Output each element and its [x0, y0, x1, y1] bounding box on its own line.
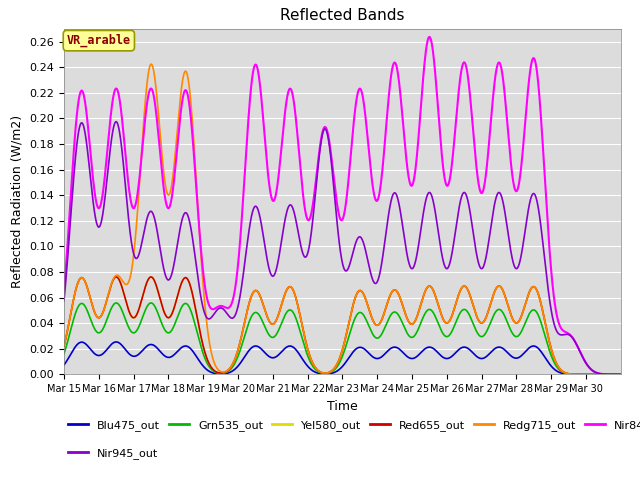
Grn535_out — [463, 308, 471, 314]
Grn535_out — [113, 300, 120, 306]
Blu475_out — [414, 353, 422, 359]
Yel580_out — [414, 311, 422, 317]
Yel580_out — [463, 286, 471, 291]
Line: Yel580_out: Yel580_out — [64, 277, 621, 374]
Grn535_out — [611, 372, 618, 377]
Blu475_out — [617, 372, 625, 377]
Blu475_out — [499, 345, 506, 351]
Nir840_out — [617, 372, 625, 377]
Blu475_out — [113, 339, 120, 345]
Line: Grn535_out: Grn535_out — [64, 303, 621, 374]
Red655_out — [532, 286, 540, 291]
Text: VR_arable: VR_arable — [67, 34, 131, 48]
Nir840_out — [174, 136, 182, 142]
Redg715_out — [60, 343, 68, 349]
Nir840_out — [60, 288, 68, 294]
Blu475_out — [60, 362, 68, 368]
Grn535_out — [414, 327, 422, 333]
Redg715_out — [499, 287, 506, 292]
Red655_out — [611, 372, 618, 377]
Red655_out — [414, 311, 422, 317]
Yel580_out — [499, 287, 506, 292]
Nir945_out — [60, 298, 68, 304]
Redg715_out — [532, 286, 540, 291]
Blu475_out — [174, 348, 182, 353]
Red655_out — [463, 286, 471, 291]
Red655_out — [60, 343, 68, 349]
X-axis label: Time: Time — [327, 400, 358, 413]
Nir840_out — [499, 72, 506, 78]
Redg715_out — [147, 61, 155, 67]
Nir945_out — [499, 197, 506, 203]
Grn535_out — [60, 351, 68, 357]
Blu475_out — [463, 345, 471, 351]
Redg715_out — [174, 118, 182, 124]
Redg715_out — [617, 372, 625, 377]
Grn535_out — [174, 312, 182, 318]
Line: Redg715_out: Redg715_out — [64, 64, 621, 374]
Redg715_out — [611, 372, 618, 377]
Nir945_out — [414, 247, 422, 252]
Yel580_out — [174, 291, 182, 297]
Legend: Nir945_out: Nir945_out — [64, 444, 163, 463]
Line: Red655_out: Red655_out — [64, 277, 621, 374]
Red655_out — [174, 291, 182, 297]
Yel580_out — [532, 286, 540, 291]
Yel580_out — [60, 343, 68, 349]
Nir840_out — [463, 68, 471, 73]
Nir945_out — [112, 119, 120, 125]
Grn535_out — [499, 309, 506, 315]
Y-axis label: Reflected Radiation (W/m2): Reflected Radiation (W/m2) — [11, 115, 24, 288]
Line: Nir840_out: Nir840_out — [64, 37, 621, 374]
Grn535_out — [532, 308, 540, 314]
Yel580_out — [113, 274, 120, 280]
Line: Nir945_out: Nir945_out — [64, 122, 621, 374]
Red655_out — [499, 287, 506, 292]
Nir945_out — [174, 237, 182, 242]
Nir840_out — [414, 144, 422, 150]
Nir945_out — [463, 194, 471, 200]
Nir840_out — [611, 372, 618, 377]
Blu475_out — [532, 344, 540, 349]
Redg715_out — [414, 311, 422, 317]
Red655_out — [617, 372, 625, 377]
Nir945_out — [617, 372, 625, 377]
Title: Reflected Bands: Reflected Bands — [280, 9, 404, 24]
Line: Blu475_out: Blu475_out — [64, 342, 621, 374]
Blu475_out — [611, 372, 618, 377]
Grn535_out — [617, 372, 625, 377]
Nir945_out — [611, 372, 618, 377]
Nir840_out — [532, 61, 540, 67]
Nir840_out — [426, 34, 433, 40]
Red655_out — [113, 274, 120, 280]
Yel580_out — [617, 372, 625, 377]
Redg715_out — [463, 286, 471, 291]
Nir945_out — [532, 194, 540, 200]
Yel580_out — [611, 372, 618, 377]
